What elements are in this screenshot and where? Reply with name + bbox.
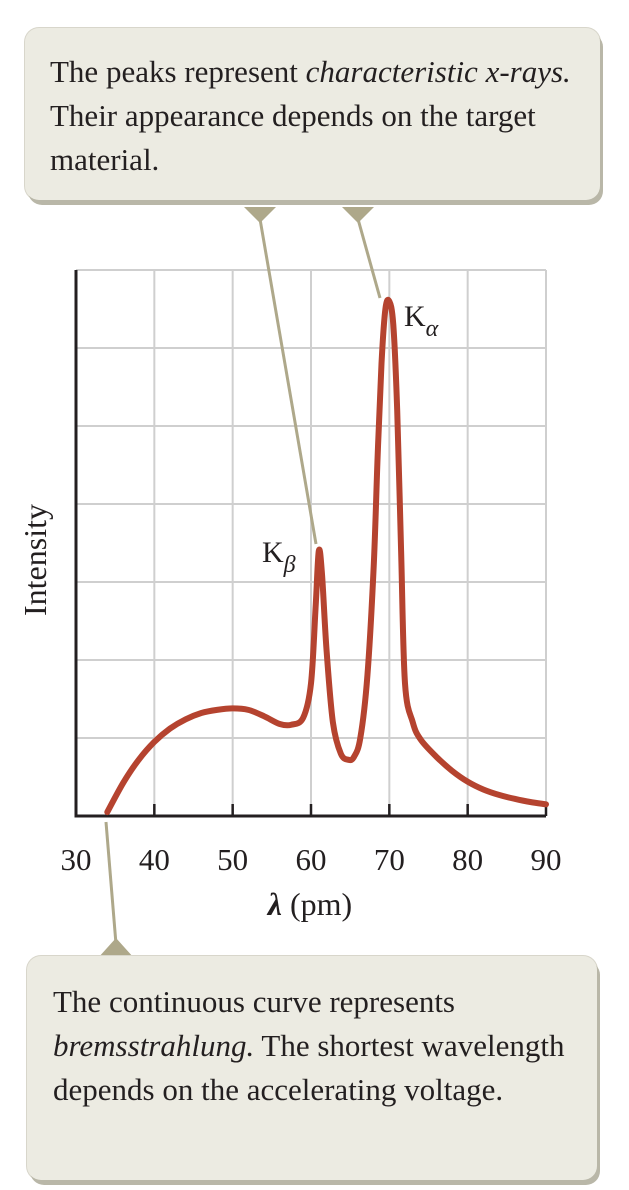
callout-bottom-segment: bremsstrahlung.	[53, 1028, 255, 1063]
x-tick-labels: 30 40 50 60 70 80 90	[61, 842, 562, 877]
x-tick-label: 50	[217, 842, 248, 877]
x-tick-label: 30	[61, 842, 92, 877]
peak-label-kbeta-k: K	[262, 536, 284, 569]
callout-bottom-pointer	[98, 938, 134, 958]
y-axis-label: Intensity	[17, 504, 53, 616]
leader-line-bremsstrahlung	[104, 821, 118, 945]
callout-bottom-segment: The shortest wavelength depends on the a…	[53, 1028, 565, 1107]
axes	[74, 270, 548, 818]
peak-label-kalpha-sub: α	[426, 316, 439, 342]
callout-characteristic-xrays: The peaks represent characteristic x-ray…	[25, 28, 600, 200]
x-tick-label: 40	[139, 842, 170, 877]
leader-lines	[98, 207, 382, 958]
x-tick-label: 90	[531, 842, 562, 877]
x-axis-label: λ (pm)	[266, 886, 352, 922]
callout-top-segment: characteristic x-rays.	[305, 54, 571, 89]
grid-lines	[76, 269, 547, 816]
callout-bottom-segment: The continuous curve represents	[53, 984, 456, 1019]
callout-bremsstrahlung: The continuous curve represents bremsstr…	[27, 956, 597, 1180]
callout-top-segment: The peaks represent	[50, 54, 306, 89]
x-tick-label: 60	[296, 842, 327, 877]
peak-label-kalpha-k: K	[404, 300, 426, 333]
x-axis-symbol: λ	[266, 886, 282, 922]
callout-bottom-text: The continuous curve represents bremsstr…	[53, 980, 577, 1112]
callout-top-segment: Their appearance depends on the target m…	[50, 98, 536, 177]
leader-line-kalpha	[356, 218, 382, 299]
x-axis-unit: (pm)	[290, 886, 352, 922]
leader-line-kbeta	[258, 218, 318, 545]
callout-top-pointer-kbeta	[244, 207, 276, 223]
callout-top-text: The peaks represent characteristic x-ray…	[50, 50, 580, 182]
peak-label-kalpha: Kα	[404, 300, 439, 342]
x-tick-label: 80	[452, 842, 483, 877]
x-tick-label: 70	[374, 842, 405, 877]
peak-label-kbeta-sub: β	[283, 552, 296, 578]
peak-label-kbeta: Kβ	[262, 536, 296, 578]
spectrum-curve	[104, 296, 549, 816]
callout-top-pointer-kalpha	[342, 207, 374, 223]
